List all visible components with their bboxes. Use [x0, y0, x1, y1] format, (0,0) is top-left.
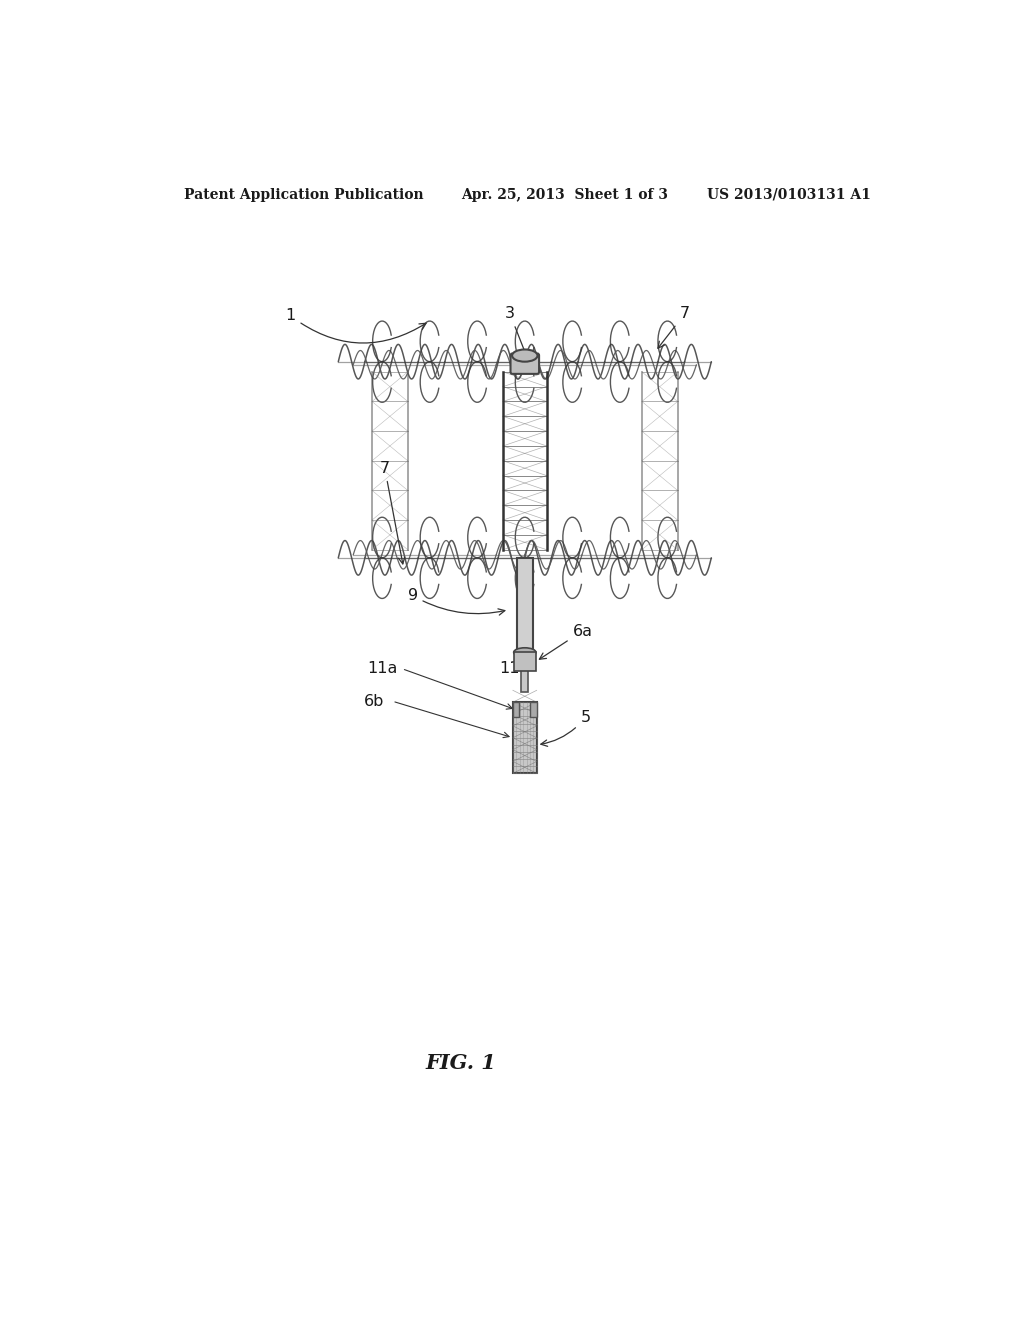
- Text: 11b: 11b: [500, 661, 530, 676]
- FancyBboxPatch shape: [530, 702, 537, 718]
- Text: FIG. 1: FIG. 1: [426, 1053, 497, 1073]
- FancyBboxPatch shape: [511, 354, 539, 374]
- Ellipse shape: [514, 648, 536, 657]
- Text: 9: 9: [408, 587, 505, 615]
- Text: Apr. 25, 2013  Sheet 1 of 3: Apr. 25, 2013 Sheet 1 of 3: [461, 187, 669, 202]
- Text: US 2013/0103131 A1: US 2013/0103131 A1: [708, 187, 871, 202]
- Text: 3: 3: [505, 306, 527, 358]
- Text: 6b: 6b: [364, 693, 384, 709]
- FancyBboxPatch shape: [517, 558, 532, 661]
- Text: 7: 7: [657, 306, 690, 348]
- FancyBboxPatch shape: [513, 702, 537, 774]
- FancyBboxPatch shape: [513, 702, 519, 718]
- Text: Patent Application Publication: Patent Application Publication: [183, 187, 423, 202]
- Ellipse shape: [512, 350, 538, 362]
- Text: 5: 5: [541, 710, 591, 746]
- FancyBboxPatch shape: [521, 660, 528, 692]
- FancyBboxPatch shape: [514, 652, 536, 671]
- Text: 7: 7: [380, 461, 404, 564]
- Text: 11a: 11a: [368, 661, 397, 676]
- Text: 1: 1: [286, 309, 426, 343]
- Text: 6a: 6a: [540, 623, 593, 659]
